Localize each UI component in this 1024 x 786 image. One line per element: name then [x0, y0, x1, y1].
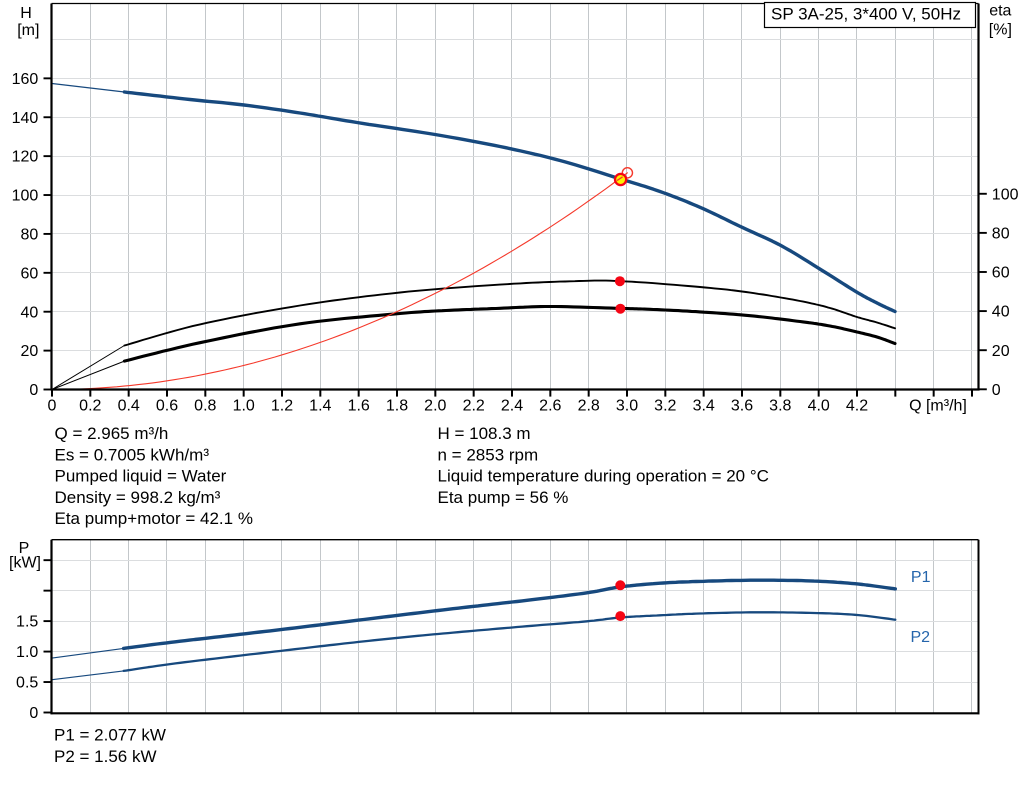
svg-text:Eta pump+motor = 42.1 %: Eta pump+motor = 42.1 % [55, 509, 253, 528]
svg-text:1.2: 1.2 [271, 398, 293, 415]
svg-text:40: 40 [992, 304, 1010, 321]
svg-text:Pumped liquid = Water: Pumped liquid = Water [55, 467, 227, 486]
svg-text:H: H [20, 5, 32, 22]
svg-text:0: 0 [29, 382, 38, 399]
svg-text:2.0: 2.0 [424, 398, 446, 415]
svg-text:P2: P2 [911, 629, 931, 646]
svg-text:1.8: 1.8 [386, 398, 408, 415]
svg-text:140: 140 [12, 110, 39, 127]
svg-text:0.8: 0.8 [194, 398, 216, 415]
svg-text:0.5: 0.5 [16, 675, 38, 692]
svg-text:1.0: 1.0 [233, 398, 255, 415]
svg-text:[kW]: [kW] [9, 555, 41, 572]
svg-text:2.2: 2.2 [463, 398, 485, 415]
svg-text:1.0: 1.0 [16, 644, 38, 661]
svg-text:2.8: 2.8 [578, 398, 600, 415]
svg-text:3.4: 3.4 [693, 398, 715, 415]
svg-text:2.6: 2.6 [539, 398, 561, 415]
svg-text:Liquid temperature during oper: Liquid temperature during operation = 20… [438, 467, 769, 486]
svg-text:0: 0 [29, 705, 38, 722]
svg-text:[m]: [m] [17, 22, 39, 39]
svg-text:0: 0 [992, 382, 1001, 399]
svg-text:Es = 0.7005 kWh/m³: Es = 0.7005 kWh/m³ [55, 445, 210, 464]
svg-text:0.2: 0.2 [79, 398, 101, 415]
svg-text:3.8: 3.8 [769, 398, 791, 415]
svg-text:1.5: 1.5 [16, 614, 38, 631]
svg-text:60: 60 [21, 265, 39, 282]
svg-text:Q = 2.965 m³/h: Q = 2.965 m³/h [55, 424, 169, 443]
svg-text:SP 3A-25, 3*400 V, 50Hz: SP 3A-25, 3*400 V, 50Hz [771, 5, 961, 24]
svg-text:1.6: 1.6 [348, 398, 370, 415]
svg-text:80: 80 [21, 227, 39, 244]
svg-text:0.6: 0.6 [156, 398, 178, 415]
svg-text:80: 80 [992, 226, 1010, 243]
svg-text:4.2: 4.2 [846, 398, 868, 415]
svg-text:60: 60 [992, 265, 1010, 282]
svg-text:0: 0 [48, 398, 57, 415]
svg-text:H = 108.3 m: H = 108.3 m [438, 424, 531, 443]
svg-text:3.2: 3.2 [654, 398, 676, 415]
svg-text:P2 = 1.56 kW: P2 = 1.56 kW [54, 747, 157, 766]
svg-text:3.6: 3.6 [731, 398, 753, 415]
svg-text:20: 20 [992, 343, 1010, 360]
svg-text:160: 160 [12, 71, 39, 88]
svg-text:P: P [19, 540, 30, 557]
svg-text:Density = 998.2 kg/m³: Density = 998.2 kg/m³ [55, 488, 221, 507]
svg-text:0.4: 0.4 [118, 398, 140, 415]
svg-text:20: 20 [21, 343, 39, 360]
svg-text:eta: eta [989, 3, 1011, 20]
svg-text:P1: P1 [911, 569, 931, 586]
svg-text:n = 2853 rpm: n = 2853 rpm [438, 445, 539, 464]
svg-text:P1 = 2.077 kW: P1 = 2.077 kW [54, 726, 166, 745]
svg-text:100: 100 [992, 186, 1019, 203]
svg-text:1.4: 1.4 [309, 398, 331, 415]
svg-text:Eta pump = 56 %: Eta pump = 56 % [438, 488, 569, 507]
svg-text:4.0: 4.0 [808, 398, 830, 415]
svg-text:3.0: 3.0 [616, 398, 638, 415]
svg-text:[%]: [%] [989, 22, 1012, 39]
svg-text:120: 120 [12, 149, 39, 166]
svg-text:2.4: 2.4 [501, 398, 523, 415]
svg-text:Q [m³/h]: Q [m³/h] [909, 398, 967, 415]
svg-text:100: 100 [12, 188, 39, 205]
svg-text:40: 40 [21, 304, 39, 321]
